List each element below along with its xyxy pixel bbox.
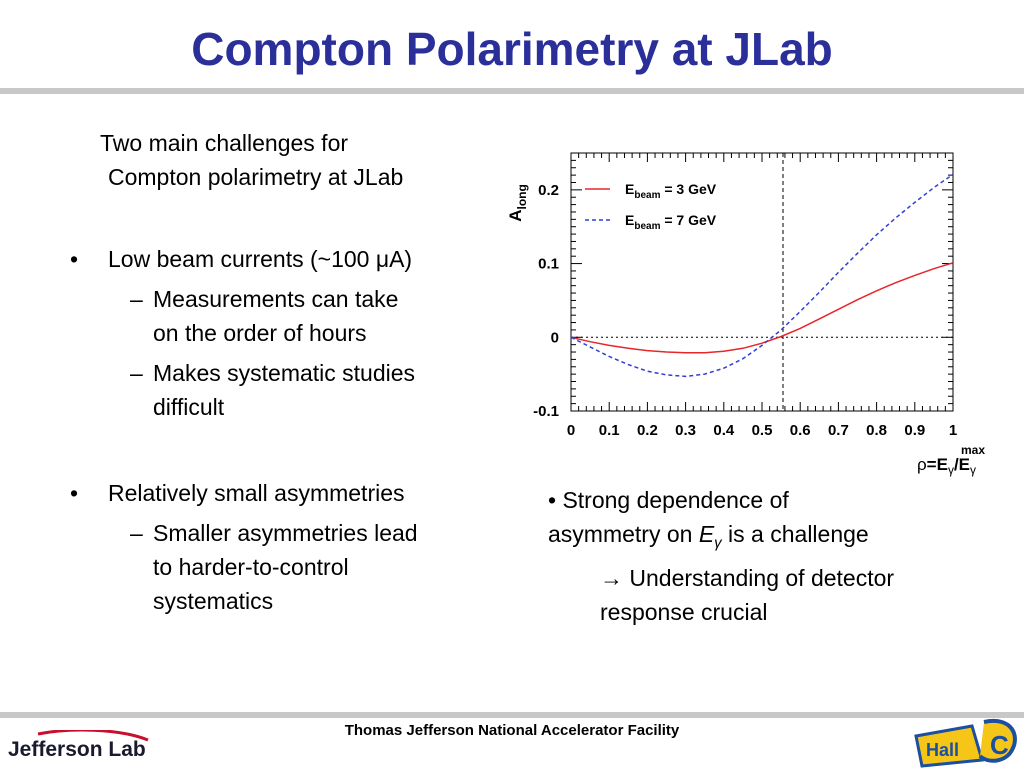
x-label-sup: max [961,443,985,457]
note-var: E [698,521,715,547]
sub-bullet-line: difficult [153,394,225,420]
series-line-2 [570,173,954,378]
x-tick-label: 0.2 [637,422,658,439]
bullet-low-beam-currents: • Low beam currents (~100 μA) – Measurem… [70,242,510,424]
x-tick-label: 0.8 [866,422,887,439]
sub-bullet: – Measurements can take on the order of … [70,282,510,350]
x-tick-label: 1 [949,422,957,439]
y-axis-label: Along [506,184,529,222]
x-label-eq: =E [927,455,948,474]
y-axis-label-sub: long [515,184,529,209]
intro-line: Two main challenges for [100,130,349,156]
x-tick-label: 0.7 [828,422,849,439]
bullet-dot: • [70,246,79,272]
jefferson-lab-logo: Jefferson Lab [8,728,160,766]
y-axis-label-main: A [506,210,525,222]
sub-bullet-line: Measurements can take [153,286,399,312]
x-label-rho: ρ [917,455,927,474]
x-tick-label: 0 [567,422,575,439]
dash: – [130,286,143,312]
x-label-sub1: γ [948,463,954,477]
bottom-divider [0,712,1024,718]
series-line-1 [570,262,954,354]
note-line: asymmetry on Eγ is a challenge [548,517,988,561]
sub-bullet-line: Smaller asymmetries lead [153,520,418,546]
y-tick-label: -0.1 [533,403,559,420]
bullet-text: Low beam currents (~100 μA) [108,246,413,272]
x-tick-label: 0.5 [752,422,773,439]
x-tick-label: 0.3 [675,422,696,439]
svg-text:Hall: Hall [926,740,959,760]
y-tick-label: 0.1 [538,256,559,273]
bullet-text: Relatively small asymmetries [108,480,405,506]
x-tick-label: 0.4 [713,422,735,439]
top-divider [0,88,1024,94]
y-tick-label: 0 [551,329,559,346]
asymmetry-chart: 0 0.1 0.2 0.3 0.4 0.5 0.6 0.7 0.8 0.9 1 -0.1 0 0.1 0.2… [506,152,985,477]
x-tick-label: 0.1 [599,422,620,439]
dash: – [130,360,143,386]
note-text: asymmetry on [548,521,699,547]
footer-text: Thomas Jefferson National Accelerator Fa… [344,722,680,739]
note-line: response crucial [600,598,768,625]
note-line: • Strong dependence of [548,487,789,513]
x-label-sub2: γ [970,463,976,477]
sub-bullet-line: to harder-to-control [153,554,349,580]
sub-bullet-line: on the order of hours [153,320,367,346]
note-sub: γ [714,534,722,552]
legend-label-1: Ebeam = 3 GeV [625,181,717,201]
sub-bullet-line: Makes systematic studies [153,360,416,386]
svg-text:Jefferson Lab: Jefferson Lab [8,738,146,760]
x-tick-label: 0.9 [904,422,925,439]
intro-text: Two main challenges for Compton polarime… [100,126,500,194]
x-axis-label: ρ=Eγ/Eγ [917,455,976,477]
sub-bullet: – Smaller asymmetries lead to harder-to-… [70,516,510,618]
svg-text:C: C [990,730,1009,760]
sub-bullet-line: systematics [153,588,274,614]
y-tick-label: 0.2 [538,182,559,199]
hall-c-logo: Hall C [914,718,1017,768]
note-text: is a challenge [721,521,869,547]
bullet-small-asymmetries: • Relatively small asymmetries – Smaller… [70,476,510,618]
slide-title: Compton Polarimetry at JLab [191,23,833,75]
intro-line: Compton polarimetry at JLab [108,164,404,190]
bullet-dot: • [70,480,79,506]
note-line: → Understanding of detector [600,564,895,591]
dash: – [130,520,143,546]
x-tick-label: 0.6 [790,422,811,439]
right-note: • Strong dependence of asymmetry on Eγ i… [548,483,988,629]
legend-label-2: Ebeam = 7 GeV [625,212,717,232]
x-label-slash: /E [954,455,970,474]
jefferson-lab-logo-mark: Jefferson Lab [8,728,149,761]
sub-bullet: – Makes systematic studies difficult [70,356,510,424]
